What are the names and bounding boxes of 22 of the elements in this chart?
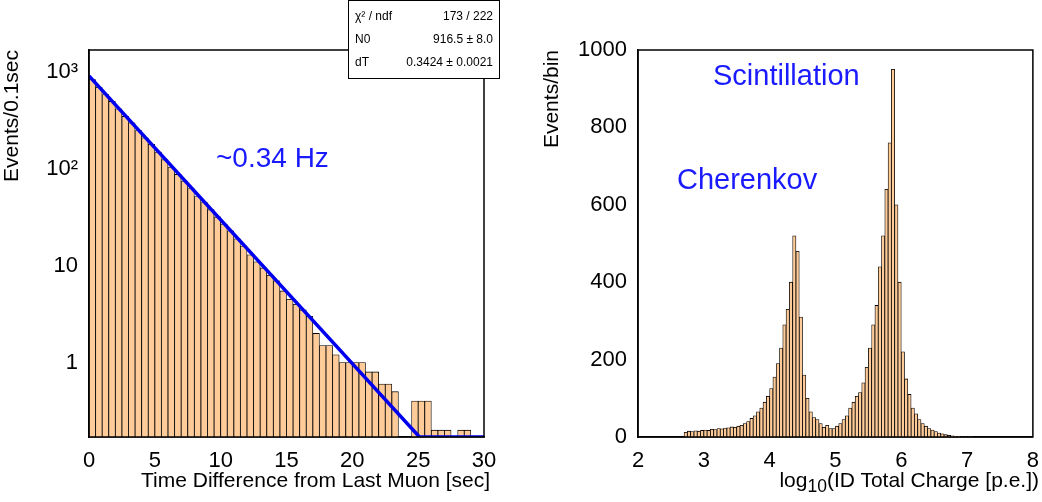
- annotation: 0.3424 ± 0.0021: [406, 54, 493, 71]
- y-tick-label: 400: [590, 268, 627, 294]
- y-tick-label: 200: [590, 345, 627, 371]
- annotation: Cherenkov: [677, 163, 818, 195]
- y-tick-label: 600: [590, 190, 627, 216]
- y-tick-label: 10²: [46, 155, 78, 181]
- x-tick-label: 4: [763, 447, 776, 473]
- y-axis-title: Events/bin: [539, 50, 563, 149]
- x-tick-label: 2: [631, 447, 645, 473]
- x-tick-label: 3: [697, 447, 710, 473]
- annotation: ~0.34 Hz: [216, 142, 329, 173]
- y-tick-label: 1000: [578, 36, 627, 62]
- y-tick-label: 0: [614, 423, 627, 449]
- x-tick-label: 0: [82, 447, 96, 473]
- annotation: dT: [355, 54, 370, 71]
- y-tick-label: 800: [590, 113, 627, 139]
- stats-box: χ² / ndf 173 / 222 N0 916.5 ± 8.0 dT 0.3424 ± 0.0021: [348, 0, 500, 79]
- y-tick-label: 10³: [46, 58, 78, 84]
- y-axis-title: Events/0.1sec: [0, 50, 23, 182]
- annotation: Scintillation: [713, 59, 860, 91]
- y-tick-label: 1: [65, 348, 78, 374]
- y-tick-label: 10: [53, 251, 78, 277]
